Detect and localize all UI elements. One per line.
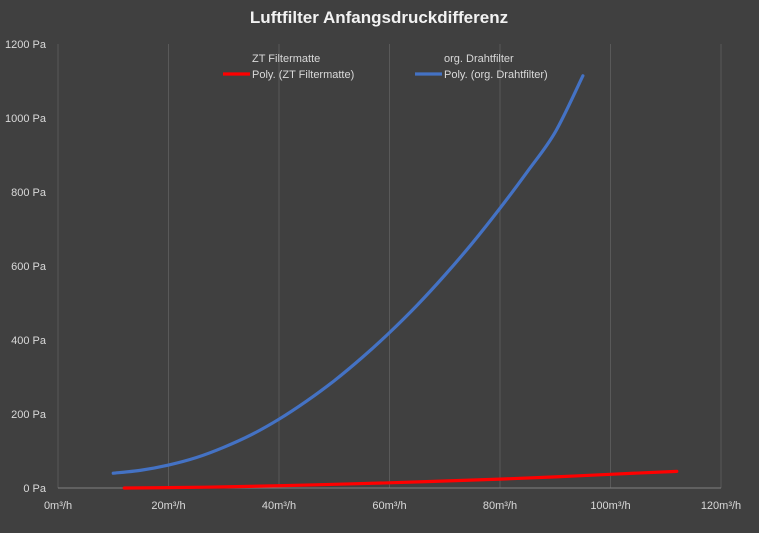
chart-title: Luftfilter Anfangsdruckdifferenz <box>250 8 508 27</box>
series-layer <box>111 74 679 490</box>
grid-layer <box>57 44 722 488</box>
legend-item-label: Poly. (ZT Filtermatte) <box>252 69 354 81</box>
y-tick-label: 1000 Pa <box>5 113 47 125</box>
y-tick-label: 0 Pa <box>23 483 47 495</box>
x-tick-label: 0m³/h <box>44 500 72 512</box>
legend-item-label: ZT Filtermatte <box>252 53 320 65</box>
y-tick-label: 1200 Pa <box>5 39 47 51</box>
x-tick-label: 100m³/h <box>590 500 630 512</box>
y-tick-label: 400 Pa <box>11 335 47 347</box>
legend-item-label: Poly. (org. Drahtfilter) <box>444 69 548 81</box>
legend-item-label: org. Drahtfilter <box>444 53 514 65</box>
x-tick-label: 20m³/h <box>151 500 185 512</box>
x-tick-label: 80m³/h <box>483 500 517 512</box>
x-tick-label: 120m³/h <box>701 500 741 512</box>
y-tick-label: 800 Pa <box>11 187 47 199</box>
x-tick-label: 60m³/h <box>372 500 406 512</box>
x-tick-label: 40m³/h <box>262 500 296 512</box>
y-tick-label: 200 Pa <box>11 409 47 421</box>
series-line-1 <box>122 469 679 490</box>
legend: ZT Filtermatte org. Drahtfilter Poly. (ZT … <box>223 53 548 81</box>
y-tick-label: 600 Pa <box>11 261 47 273</box>
series-line-2 <box>111 74 585 475</box>
